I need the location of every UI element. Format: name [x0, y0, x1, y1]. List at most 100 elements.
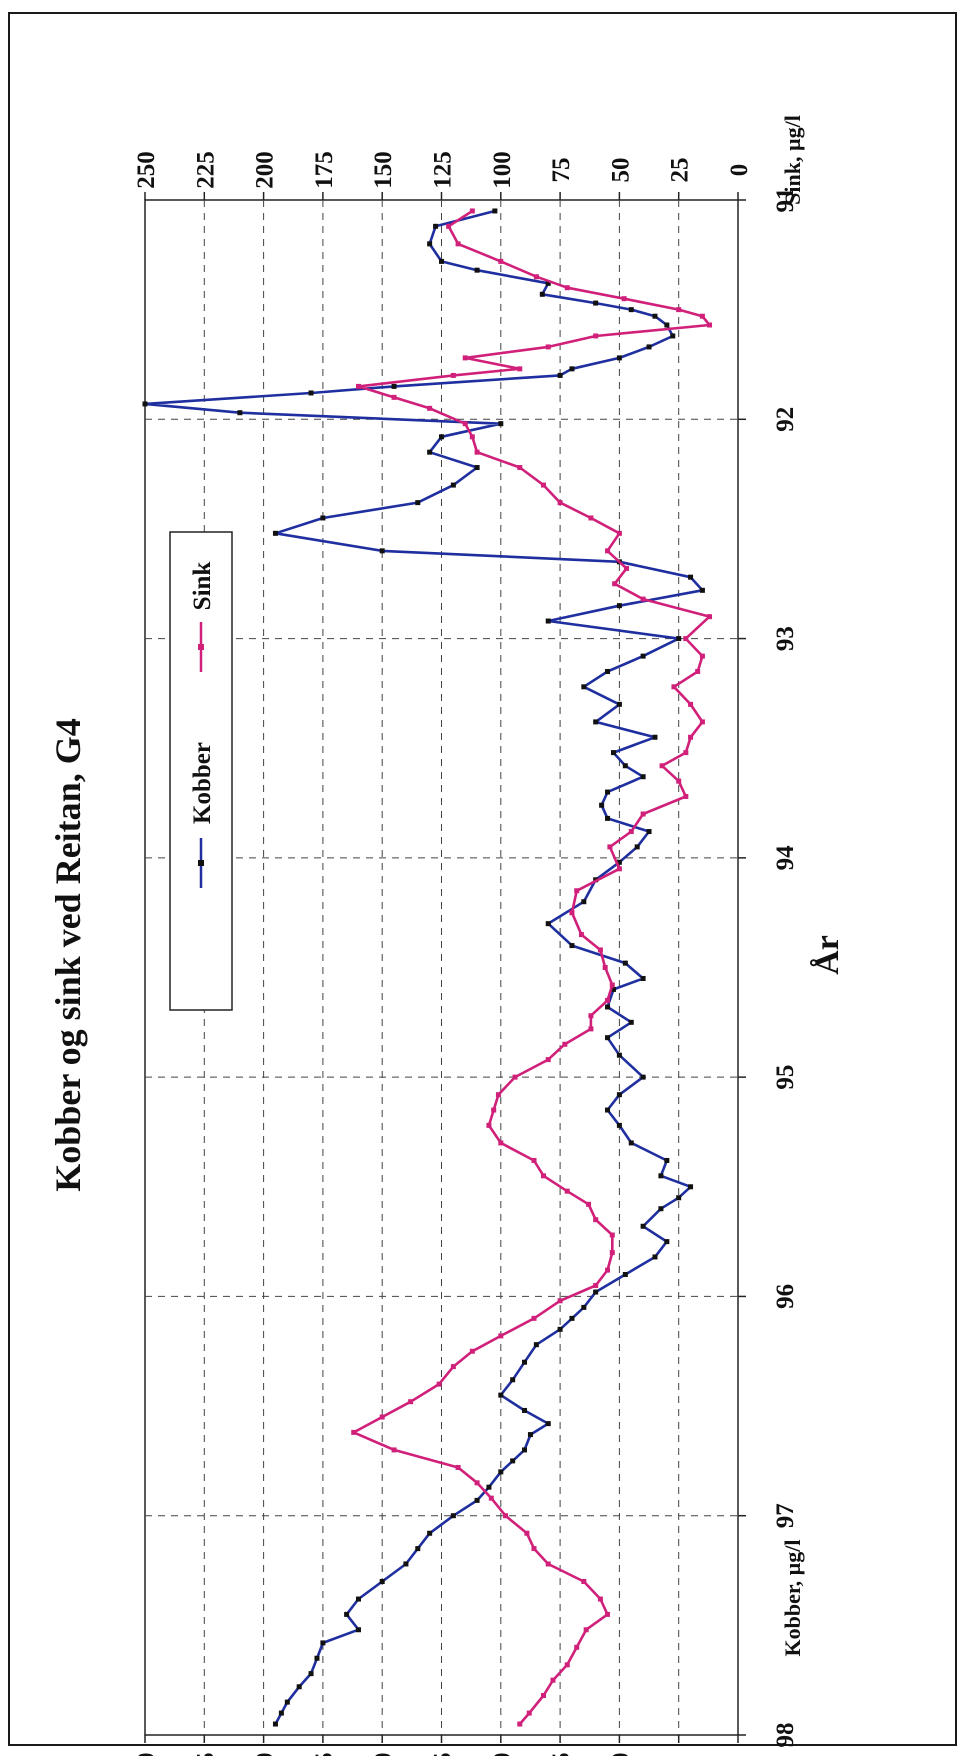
- data-point-sink: [391, 394, 397, 400]
- data-point-kobber: [664, 1157, 670, 1163]
- tick-label-right: 100: [489, 151, 516, 189]
- data-point-sink: [408, 1399, 414, 1405]
- data-point-kobber: [355, 1596, 361, 1602]
- data-point-sink: [581, 1579, 587, 1584]
- data-point-sink: [707, 614, 713, 620]
- data-point-kobber: [527, 1432, 533, 1438]
- data-point-sink: [593, 1282, 599, 1288]
- data-point-sink: [628, 829, 634, 835]
- data-point-kobber: [403, 1561, 409, 1567]
- data-point-kobber: [498, 1392, 504, 1398]
- left-axis-title: Kobber, µg/l: [780, 1540, 805, 1657]
- data-point-sink: [469, 1348, 475, 1354]
- data-point-kobber: [474, 1497, 480, 1503]
- tick-label-left: 35: [311, 1753, 338, 1756]
- tick-label-right: 75: [548, 158, 575, 183]
- data-point-kobber: [646, 344, 652, 350]
- data-point-sink: [531, 1315, 537, 1321]
- data-point-kobber: [510, 1377, 516, 1383]
- tick-label-left: 30: [370, 1753, 397, 1756]
- data-point-sink: [486, 1122, 492, 1128]
- data-point-sink: [351, 1429, 357, 1435]
- data-point-sink: [450, 372, 456, 378]
- data-point-sink: [469, 434, 475, 440]
- data-point-sink: [540, 1173, 546, 1179]
- data-point-sink: [676, 307, 682, 313]
- data-point-sink: [605, 1611, 611, 1617]
- tick-label-right: 25: [667, 158, 694, 183]
- data-point-sink: [526, 1710, 532, 1716]
- data-point-kobber: [628, 1140, 634, 1146]
- legend-marker-sink: [198, 644, 204, 650]
- data-point-sink: [488, 1495, 494, 1501]
- data-point-kobber: [308, 1671, 314, 1677]
- data-point-sink: [557, 1298, 563, 1304]
- tick-label-x: 96: [772, 1284, 799, 1309]
- data-point-kobber: [320, 1640, 326, 1646]
- data-point-sink: [574, 1644, 580, 1650]
- data-point-kobber: [522, 1447, 528, 1453]
- data-point-kobber: [610, 750, 616, 756]
- data-point-sink: [583, 1627, 589, 1633]
- data-point-sink: [512, 1074, 518, 1080]
- data-point-kobber: [522, 1359, 528, 1365]
- data-point-kobber: [640, 975, 646, 981]
- data-point-sink: [707, 322, 713, 328]
- data-point-kobber: [628, 1019, 634, 1025]
- data-point-kobber: [379, 1579, 385, 1584]
- data-point-sink: [474, 449, 480, 455]
- data-point-sink: [531, 1157, 537, 1163]
- data-point-sink: [616, 866, 622, 872]
- data-point-sink: [455, 1464, 461, 1470]
- data-point-kobber: [545, 1421, 551, 1427]
- tick-label-left: 20: [489, 1753, 516, 1756]
- data-point-kobber: [664, 1239, 670, 1245]
- legend-label-kobber: Kobber: [189, 742, 216, 824]
- data-point-sink: [517, 465, 523, 471]
- data-point-kobber: [628, 307, 634, 313]
- data-point-kobber: [284, 1699, 290, 1705]
- x-axis-title: År: [809, 935, 846, 975]
- data-point-sink: [524, 1530, 530, 1536]
- data-point-kobber: [379, 548, 385, 554]
- data-point-kobber: [616, 603, 622, 609]
- data-point-kobber: [314, 1655, 320, 1661]
- data-point-sink: [557, 500, 563, 506]
- data-point-kobber: [355, 1627, 361, 1633]
- data-point-sink: [688, 734, 694, 740]
- data-point-sink: [605, 548, 611, 554]
- data-point-kobber: [599, 802, 605, 808]
- tick-label-right: 125: [430, 151, 457, 189]
- data-point-sink: [699, 313, 705, 319]
- data-point-sink: [564, 285, 570, 291]
- data-point-kobber: [622, 960, 628, 966]
- data-point-kobber: [640, 1074, 646, 1080]
- data-point-kobber: [272, 530, 278, 536]
- data-point-sink: [495, 1092, 501, 1098]
- data-point-sink: [436, 1381, 442, 1387]
- data-point-kobber: [688, 574, 694, 580]
- data-point-kobber: [652, 313, 658, 319]
- data-point-sink: [446, 223, 452, 229]
- data-point-sink: [491, 1107, 497, 1113]
- data-point-sink: [503, 1513, 509, 1519]
- data-point-kobber: [616, 859, 622, 865]
- data-point-kobber: [569, 943, 575, 949]
- data-point-kobber: [474, 267, 480, 273]
- tick-label-left: 40: [252, 1753, 279, 1756]
- data-point-kobber: [616, 1122, 622, 1128]
- legend-label-sink: Sink: [189, 562, 216, 611]
- data-point-kobber: [569, 1315, 575, 1321]
- data-point-sink: [545, 1561, 551, 1567]
- data-point-sink: [355, 383, 361, 389]
- data-point-kobber: [605, 1004, 611, 1010]
- data-point-sink: [624, 565, 630, 571]
- data-point-kobber: [486, 1484, 492, 1490]
- data-point-sink: [533, 274, 539, 280]
- data-point-sink: [498, 1140, 504, 1146]
- data-point-kobber: [622, 763, 628, 769]
- data-point-sink: [427, 405, 433, 411]
- data-point-sink: [683, 793, 689, 799]
- data-point-kobber: [344, 1611, 350, 1617]
- data-point-sink: [612, 581, 618, 587]
